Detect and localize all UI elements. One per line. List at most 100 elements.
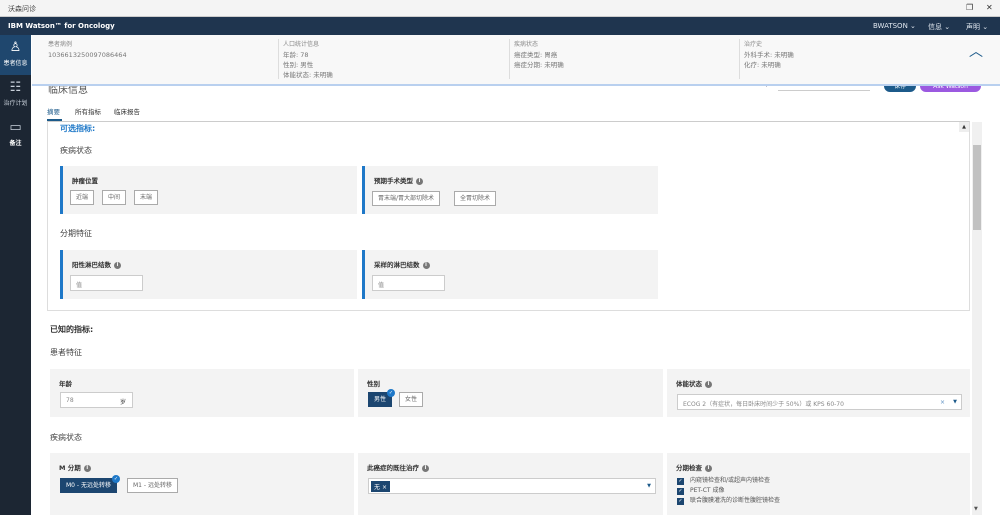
chemo-value: 化疗: 未明确	[744, 61, 781, 69]
sidebar-item-label: 患者信息	[3, 60, 28, 67]
chevron-up-icon[interactable]: ︿	[969, 44, 983, 60]
chevron-down-icon: ⌄	[982, 23, 989, 31]
scroll-down-icon[interactable]: ▼	[974, 506, 978, 512]
close-icon[interactable]: ✕	[986, 3, 993, 12]
scrollbar-thumb[interactable]	[973, 145, 981, 230]
age-value: 年龄: 78	[283, 51, 309, 59]
sidebar-item-label: 治疗计划	[3, 100, 28, 107]
info-icon[interactable]: i	[422, 261, 430, 269]
statement-label: 声明	[966, 23, 980, 31]
sidebar-item-notes[interactable]: ▭ 备注	[0, 115, 31, 155]
optional-heading: 可选指标:	[60, 124, 96, 133]
chat-icon: ▭	[9, 120, 22, 135]
option-label: M0 - 无远处转移	[66, 482, 111, 489]
option-proximal[interactable]: 近端	[70, 190, 95, 205]
sidebar-item-label: 备注	[9, 140, 22, 147]
surgery-value: 外科手术: 未明确	[744, 51, 794, 59]
tab-summary[interactable]: 摘要	[47, 108, 60, 116]
info-icon[interactable]: i	[114, 261, 121, 269]
clear-icon[interactable]: ×	[939, 399, 945, 406]
brand-logo: IBM Watson™ for Oncology	[8, 22, 115, 30]
info-icon[interactable]: i	[83, 464, 91, 472]
option-total-gastrectomy[interactable]: 全胃切除术	[454, 191, 497, 206]
checkbox-checked-icon[interactable]: ✓	[677, 488, 684, 495]
disease-heading: 疾病状态	[60, 146, 92, 155]
option-female[interactable]: 女性	[399, 392, 424, 407]
optional-indicators-panel: 可选指标: 疾病状态 肿瘤位置 近端 中间 末端 预期手术类型 i 胃末端/胃大部…	[47, 121, 970, 311]
chevron-down-icon: ⌄	[944, 23, 951, 31]
performance-value: 体能状态: 未明确	[283, 71, 333, 79]
option-m1[interactable]: M1 - 远处转移	[127, 478, 178, 493]
age-input[interactable]: 78 岁	[60, 392, 133, 408]
tag-label: 无	[374, 484, 381, 491]
staging-exam-card: 分期检查 i ✓ 内窥镜检查和/或超声内镜检查 ✓ PET-CT 成像 ✓ 联合腹膜灌洗…	[667, 453, 970, 515]
option-distal-gastrectomy[interactable]: 胃末端/胃大部切除术	[372, 191, 441, 206]
option-label: 男性	[374, 396, 387, 403]
window-titlebar: 沃森问诊 ❐ ✕	[0, 0, 1000, 17]
case-id: 103661325009708646­4	[48, 51, 127, 59]
positive-nodes-card: 阳性淋巴结数 i 值	[60, 250, 357, 299]
dropdown-arrow-icon[interactable]: ▼	[953, 399, 957, 405]
tree-icon: ☷	[9, 80, 22, 95]
surgery-type-label: 预期手术类型	[374, 177, 413, 185]
remove-tag-icon[interactable]: ×	[381, 484, 387, 491]
main-scrollbar[interactable]	[972, 122, 982, 515]
panel-scroll-up-icon[interactable]: ▲	[959, 122, 969, 132]
patient-summary-panel: 患者病例 103661325009708646­4 人口统计信息 年龄: 78 性别:…	[32, 35, 1000, 86]
disease-status-heading: 疾病状态	[50, 433, 82, 442]
statement-menu[interactable]: 声明 ⌄	[966, 22, 988, 32]
surgery-type-card: 预期手术类型 i 胃末端/胃大部切除术 全胃切除术	[362, 166, 658, 214]
tab-all-indicators[interactable]: 所有指标	[75, 108, 101, 116]
user-menu[interactable]: BWATSON ⌄	[873, 22, 916, 30]
age-unit: 岁	[119, 399, 126, 406]
divider	[739, 39, 740, 79]
user-name: BWATSON	[873, 22, 908, 30]
performance-select[interactable]: ECOG 2（有症状，每日卧床时间少于 50%）或 KPS 60-70 × ▼	[677, 394, 962, 410]
checkbox-checked-icon[interactable]: ✓	[677, 498, 684, 505]
tag-none: 无 ×	[371, 481, 390, 492]
tab-clinical-reports[interactable]: 临床报告	[114, 108, 140, 116]
positive-nodes-label: 阳性淋巴结数	[72, 261, 111, 269]
option-male[interactable]: 男性 ✓	[368, 389, 396, 407]
prior-treatment-card: 此癌症的既往治疗 i 无 × ▼	[358, 453, 663, 515]
prior-treatment-label: 此癌症的既往治疗	[367, 464, 419, 472]
option-distal[interactable]: 末端	[134, 190, 159, 205]
tumor-location-card: 肿瘤位置 近端 中间 末端	[60, 166, 357, 214]
sampled-nodes-input[interactable]: 值	[372, 275, 445, 291]
sidebar-item-treatment-plan[interactable]: ☷ 治疗计划	[0, 75, 31, 115]
staging-exam-item[interactable]: ✓ PET-CT 成像	[677, 486, 780, 496]
info-icon[interactable]: i	[416, 177, 423, 185]
chevron-down-icon: ⌄	[910, 22, 916, 30]
staging-exam-item[interactable]: ✓ 联合腹膜灌洗的诊断性腹腔镜检查	[677, 496, 780, 506]
window-title: 沃森问诊	[8, 5, 36, 13]
sex-value: 性别: 男性	[283, 61, 314, 69]
patient-heading: 患者特征	[50, 348, 82, 357]
age-label: 年龄	[59, 380, 72, 388]
tab-underline	[47, 119, 62, 121]
age-card: 年龄 78 岁	[50, 369, 354, 417]
info-label: 信息	[928, 23, 942, 31]
m-stage-card: M 分期 i M0 - 无远处转移 ✓ M1 - 远处转移	[50, 453, 354, 515]
cancer-type: 癌症类型: 胃癌	[514, 51, 558, 59]
option-middle[interactable]: 中间	[102, 190, 127, 205]
age-value: 78	[66, 397, 74, 404]
positive-nodes-input[interactable]: 值	[70, 275, 143, 291]
dropdown-arrow-icon[interactable]: ▼	[647, 483, 651, 489]
sidebar-item-patient-info[interactable]: ♙ 患者信息	[0, 35, 31, 75]
top-nav: IBM Watson™ for Oncology BWATSON ⌄ 信息 ⌄ …	[0, 17, 1000, 35]
restore-icon[interactable]: ❐	[966, 3, 974, 12]
item-label: PET-CT 成像	[690, 487, 725, 494]
info-icon[interactable]: i	[705, 464, 712, 472]
prior-treatment-select[interactable]: 无 × ▼	[368, 478, 656, 494]
sidebar: ♙ 患者信息 ☷ 治疗计划 ▭ 备注	[0, 35, 31, 515]
info-menu[interactable]: 信息 ⌄	[928, 22, 950, 32]
staging-exam-item[interactable]: ✓ 内窥镜检查和/或超声内镜检查	[677, 476, 780, 486]
performance-label: 体能状态	[676, 380, 702, 388]
m-stage-label: M 分期	[59, 464, 81, 472]
case-label: 患者病例	[48, 41, 73, 48]
checkbox-checked-icon[interactable]: ✓	[677, 478, 684, 485]
tumor-location-label: 肿瘤位置	[72, 177, 98, 185]
info-icon[interactable]: i	[705, 380, 712, 388]
info-icon[interactable]: i	[422, 464, 429, 472]
option-m0[interactable]: M0 - 无远处转移 ✓	[60, 475, 120, 493]
